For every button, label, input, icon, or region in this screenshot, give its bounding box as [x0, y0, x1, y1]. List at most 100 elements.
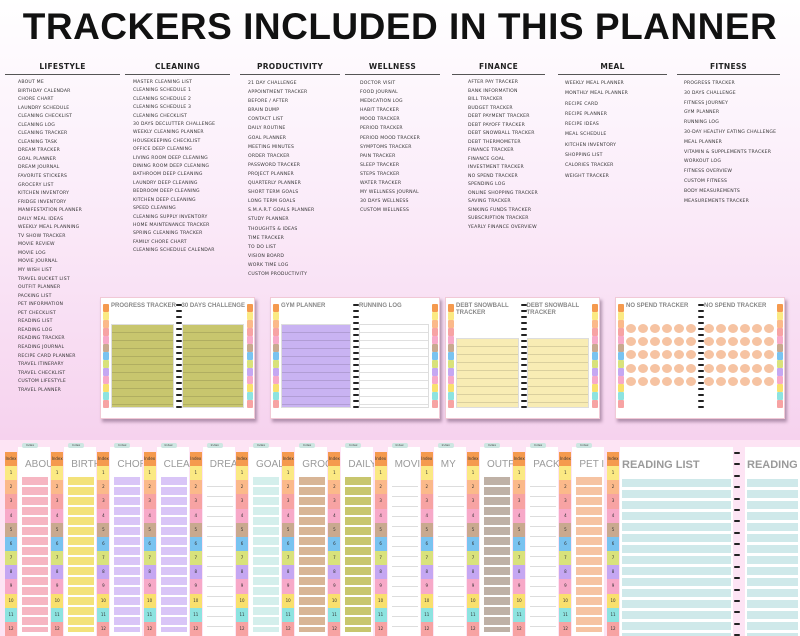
tab[interactable]: 5 — [559, 522, 572, 537]
tab[interactable]: 1 — [282, 466, 295, 481]
tab[interactable]: Index — [374, 452, 387, 467]
index-tab[interactable]: Index — [530, 443, 547, 448]
tab[interactable]: 12 — [282, 621, 295, 636]
page-tabs[interactable]: Index 1 2 3 4 5 6 7 8 9 10 11 12 — [374, 452, 387, 636]
tab[interactable]: 5 — [374, 522, 387, 537]
tab[interactable]: 3 — [143, 494, 156, 509]
tab[interactable]: 3 — [513, 494, 526, 509]
tab[interactable]: 2 — [5, 480, 17, 495]
tab[interactable]: 11 — [143, 607, 156, 622]
tab[interactable]: 7 — [467, 551, 479, 566]
tab[interactable]: 11 — [513, 607, 526, 622]
tab[interactable]: 4 — [189, 508, 202, 523]
tab[interactable]: 1 — [467, 466, 479, 481]
tab[interactable]: 6 — [328, 536, 341, 552]
tab[interactable]: Index — [97, 452, 110, 467]
tab[interactable]: 5 — [97, 522, 110, 537]
tab[interactable]: 9 — [51, 579, 64, 594]
tab[interactable]: 10 — [559, 593, 572, 608]
tab[interactable]: Index — [607, 452, 619, 467]
tab[interactable]: 7 — [374, 551, 387, 566]
tab[interactable]: 11 — [236, 607, 248, 622]
tab[interactable]: 6 — [143, 536, 156, 552]
tab[interactable]: 6 — [420, 536, 433, 552]
tab[interactable]: 2 — [513, 480, 526, 495]
tab[interactable]: 2 — [51, 480, 64, 495]
tab-column[interactable] — [247, 304, 253, 408]
tab[interactable]: 10 — [51, 593, 64, 608]
tab[interactable]: 11 — [559, 607, 572, 622]
index-tab[interactable]: Index — [68, 443, 85, 448]
tab[interactable]: 11 — [5, 607, 17, 622]
tab[interactable]: 11 — [189, 607, 202, 622]
tab[interactable]: 2 — [97, 480, 110, 495]
tab[interactable]: 8 — [282, 565, 295, 580]
tab[interactable]: 3 — [374, 494, 387, 509]
tab[interactable]: 6 — [513, 536, 526, 552]
tab[interactable]: 6 — [282, 536, 295, 552]
tab[interactable]: 9 — [97, 579, 110, 594]
tab[interactable]: 12 — [143, 621, 156, 636]
tab[interactable]: 6 — [236, 536, 248, 552]
tab[interactable]: 12 — [467, 621, 479, 636]
tab[interactable]: 10 — [607, 593, 619, 608]
tab-column[interactable] — [432, 304, 438, 408]
tab[interactable]: 4 — [559, 508, 572, 523]
tab[interactable]: 8 — [143, 565, 156, 580]
tab[interactable]: 10 — [513, 593, 526, 608]
index-tab[interactable]: Index — [437, 443, 454, 448]
tab[interactable]: 1 — [374, 466, 387, 481]
tab[interactable]: 9 — [328, 579, 341, 594]
tab[interactable]: 10 — [143, 593, 156, 608]
tab[interactable]: 5 — [420, 522, 433, 537]
tab[interactable]: 6 — [5, 536, 17, 552]
tab[interactable]: 1 — [607, 466, 619, 481]
index-tab[interactable]: Index — [206, 443, 223, 448]
tab[interactable]: 11 — [467, 607, 479, 622]
tab-column[interactable] — [618, 304, 624, 408]
tab[interactable]: 5 — [5, 522, 17, 537]
tab[interactable]: 7 — [607, 551, 619, 566]
tab[interactable]: 7 — [143, 551, 156, 566]
tab[interactable]: Index — [559, 452, 572, 467]
tab[interactable]: 2 — [143, 480, 156, 495]
tab[interactable]: 10 — [97, 593, 110, 608]
tab[interactable]: 7 — [328, 551, 341, 566]
tab[interactable]: 3 — [51, 494, 64, 509]
tab[interactable]: 12 — [420, 621, 433, 636]
tab[interactable]: 9 — [143, 579, 156, 594]
tab[interactable]: 3 — [97, 494, 110, 509]
page-tabs[interactable]: Index 1 2 3 4 5 6 7 8 9 10 11 12 — [189, 452, 202, 636]
tab[interactable]: 4 — [513, 508, 526, 523]
tab[interactable]: 12 — [607, 621, 619, 636]
tab[interactable]: 9 — [420, 579, 433, 594]
tab[interactable]: 12 — [559, 621, 572, 636]
tab[interactable]: 1 — [328, 466, 341, 481]
tab[interactable]: 1 — [513, 466, 526, 481]
tab[interactable]: 11 — [282, 607, 295, 622]
tab[interactable]: 12 — [328, 621, 341, 636]
tab[interactable]: 6 — [559, 536, 572, 552]
tab[interactable]: 5 — [236, 522, 248, 537]
page-tabs[interactable]: Index 1 2 3 4 5 6 7 8 9 10 11 12 — [282, 452, 295, 636]
tab-column[interactable] — [777, 304, 783, 408]
tab[interactable]: 12 — [97, 621, 110, 636]
tab[interactable]: 1 — [236, 466, 248, 481]
tab-column[interactable] — [103, 304, 109, 408]
page-tabs[interactable]: Index 1 2 3 4 5 6 7 8 9 10 11 12 — [5, 452, 17, 636]
tab[interactable]: 9 — [467, 579, 479, 594]
tab[interactable]: 3 — [607, 494, 619, 509]
tab[interactable]: 8 — [5, 565, 17, 580]
tab[interactable]: 7 — [420, 551, 433, 566]
index-tab[interactable]: Index — [345, 443, 362, 448]
tab[interactable]: 1 — [420, 466, 433, 481]
page-tabs[interactable]: Index 1 2 3 4 5 6 7 8 9 10 11 12 — [236, 452, 248, 636]
tab-column[interactable] — [273, 304, 279, 408]
tab[interactable]: 10 — [5, 593, 17, 608]
index-tab[interactable]: Index — [391, 443, 408, 448]
tab[interactable]: 9 — [559, 579, 572, 594]
tab[interactable]: 3 — [5, 494, 17, 509]
tab[interactable]: 4 — [467, 508, 479, 523]
tab[interactable]: Index — [236, 452, 248, 467]
tab[interactable]: 4 — [374, 508, 387, 523]
